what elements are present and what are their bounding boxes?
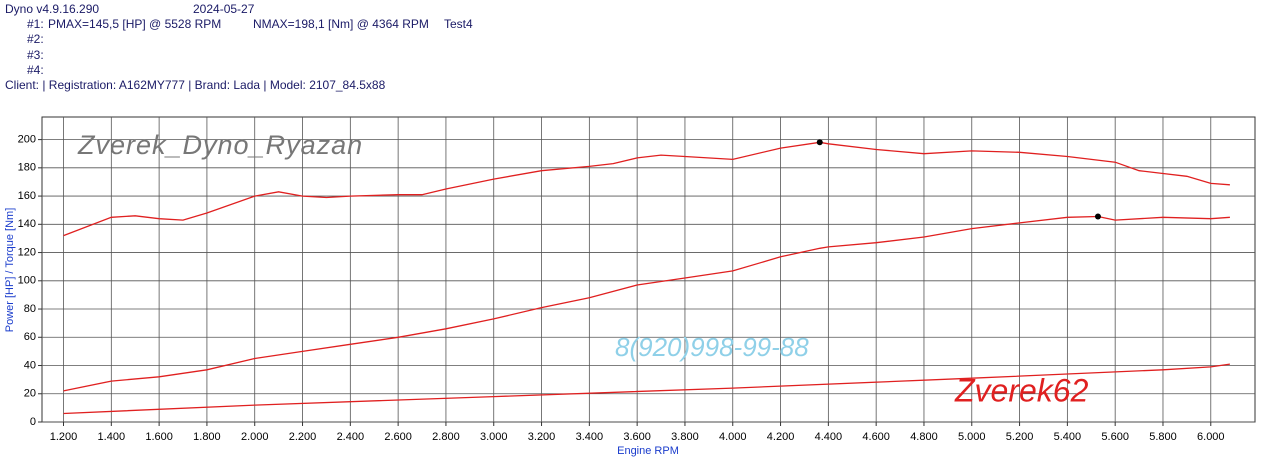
x-tick-label: 3.200: [528, 431, 556, 443]
y-tick-label: 160: [18, 190, 36, 202]
x-tick-label: 3.400: [576, 431, 604, 443]
x-tick-label: 3.000: [480, 431, 508, 443]
x-tick-label: 4.800: [910, 431, 938, 443]
x-tick-label: 1.600: [145, 431, 173, 443]
watermark: Zverek62: [954, 372, 1089, 408]
client: Client: | Registration: A162MY777 | Bran…: [5, 78, 386, 92]
y-tick-label: 140: [18, 218, 36, 230]
x-tick-label: 2.600: [384, 431, 412, 443]
x-tick-label: 4.000: [719, 431, 747, 443]
series-line: [63, 141, 1230, 237]
x-tick-label: 3.800: [671, 431, 699, 443]
test: Test4: [444, 17, 473, 31]
x-tick-label: 4.600: [862, 431, 890, 443]
nmax: NMAX=198,1 [Nm] @ 4364 RPM: [253, 17, 429, 31]
x-tick-label: 1.400: [98, 431, 126, 443]
x-tick-label: 2.000: [241, 431, 269, 443]
y-tick-label: 200: [18, 133, 36, 145]
x-tick-label: 5.800: [1149, 431, 1177, 443]
x-tick-label: 1.800: [193, 431, 221, 443]
x-tick-label: 6.000: [1197, 431, 1225, 443]
x-tick-label: 2.800: [432, 431, 460, 443]
peak-marker: [1094, 213, 1101, 220]
x-tick-label: 5.600: [1101, 431, 1129, 443]
x-tick-label: 5.000: [958, 431, 986, 443]
watermark: 8(920)998-99-88: [615, 332, 809, 362]
pmax: PMAX=145,5 [HP] @ 5528 RPM: [48, 17, 221, 31]
series-line: [63, 363, 1230, 415]
software: Dyno v4.9.16.290: [5, 2, 99, 16]
run-label: #1:: [27, 17, 44, 31]
y-tick-label: 80: [24, 303, 36, 315]
x-tick-label: 1.200: [50, 431, 78, 443]
x-tick-label: 4.400: [815, 431, 843, 443]
watermark: Zverek_Dyno_Ryazan: [77, 130, 363, 160]
x-tick-label: 4.200: [767, 431, 795, 443]
y-tick-label: 20: [24, 388, 36, 400]
series-line: [63, 215, 1230, 392]
y-tick-label: 100: [18, 275, 36, 287]
y-tick-label: 180: [18, 162, 36, 174]
run-label: #4:: [27, 63, 44, 77]
x-tick-label: 5.200: [1006, 431, 1034, 443]
y-axis-label: Power [HP] / Torque [Nm]: [4, 208, 16, 333]
x-tick-label: 3.600: [623, 431, 651, 443]
date: 2024-05-27: [193, 2, 255, 16]
x-tick-label: 2.400: [337, 431, 365, 443]
run-label: #3:: [27, 48, 44, 62]
y-tick-label: 40: [24, 359, 36, 371]
x-tick-label: 2.200: [289, 431, 317, 443]
y-tick-label: 0: [30, 416, 36, 428]
y-tick-label: 60: [24, 331, 36, 343]
x-axis-label: Engine RPM: [617, 445, 679, 457]
run-label: #2:: [27, 32, 44, 46]
peak-marker: [816, 139, 823, 146]
x-tick-label: 5.400: [1054, 431, 1082, 443]
y-tick-label: 120: [18, 246, 36, 258]
